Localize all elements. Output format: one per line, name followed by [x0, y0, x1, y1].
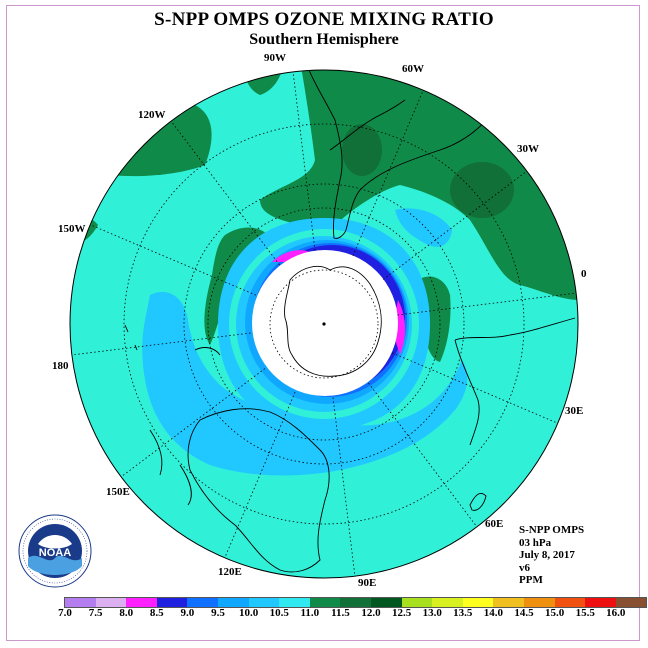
field-10-band [142, 291, 468, 476]
field-dark-green-1 [450, 162, 514, 218]
colorbar-tick-label: 14.0 [483, 607, 504, 619]
noaa-logo-icon: NOAA [18, 514, 92, 588]
colorbar-segment [95, 598, 127, 607]
coast-africa [454, 317, 576, 341]
colorbar-segment [156, 598, 188, 607]
colorbar-tick-label: 11.5 [331, 607, 350, 619]
colorbar [64, 597, 648, 608]
colorbar-segment [65, 598, 96, 607]
lon-label-30w: 30W [517, 143, 539, 155]
colorbar-tick-label: 10.0 [238, 607, 259, 619]
colorbar-tick-label: 13.5 [453, 607, 473, 619]
coast-new-zealand [149, 429, 192, 506]
field-green-nw [110, 105, 212, 177]
colorbar-tick-label: 8.0 [119, 607, 134, 619]
colorbar-segment [126, 598, 157, 607]
colorbar-segment [279, 598, 310, 607]
lon-label-120e: 120E [218, 566, 242, 578]
colorbar-segment [401, 598, 433, 607]
lat-circle-60 [183, 183, 465, 465]
colorbar-tick-label: 11.0 [300, 607, 320, 619]
field-8-0 [272, 250, 406, 355]
colorbar-tick-label: 10.5 [269, 607, 289, 619]
colorbar-segment [309, 598, 341, 607]
map-subtitle: Southern Hemisphere [249, 31, 399, 48]
colorbar-segment [217, 598, 249, 607]
colorbar-tick-label: 14.5 [514, 607, 534, 619]
coast-antarctica [284, 266, 382, 377]
colorbar-tick-label: 9.0 [180, 607, 195, 619]
coast-madagascar [469, 493, 487, 511]
info-level: 03 hPa [519, 536, 552, 549]
colorbar-segment [187, 598, 218, 607]
info-date: July 8, 2017 [519, 549, 575, 562]
logo-text: NOAA [39, 547, 71, 559]
lon-label-60e: 60E [485, 518, 504, 530]
colorbar-segment [432, 598, 463, 607]
lon-label-0: 0 [581, 268, 587, 280]
lat-circle-70 [207, 207, 441, 441]
info-version: v6 [519, 561, 530, 574]
lon-label-150e: 150E [106, 486, 130, 498]
colorbar-segment [340, 598, 371, 607]
field-dark-green-2 [342, 124, 382, 176]
info-units: PPM [519, 574, 543, 587]
coast-australia [187, 408, 330, 573]
lat-circle-40 [123, 123, 525, 525]
colorbar-tick-label: 12.0 [361, 607, 381, 619]
colorbar-segment [615, 598, 647, 607]
graticule [71, 71, 577, 577]
colorbar-segment [554, 598, 586, 607]
figure-frame [6, 5, 640, 641]
lat-circle-80 [269, 269, 379, 379]
coastlines [124, 70, 576, 573]
colorbar-segment [462, 598, 494, 607]
map-border [69, 69, 579, 579]
colorbar-tick-label: 13.0 [422, 607, 442, 619]
lon-label-180: 180 [52, 360, 69, 372]
lon-label-60w: 60W [402, 63, 424, 75]
colorbar-ticks: 7.0 7.5 8.0 8.5 9.0 9.5 10.0 10.5 11.0 11.5 12.0 12… [50, 607, 625, 621]
coast-south-america [304, 70, 506, 239]
field-10-patch [395, 208, 452, 247]
colorbar-tick-label: 9.5 [211, 607, 225, 619]
colorbar-tick-label: 15.0 [544, 607, 565, 619]
colorbar-tick-label: 8.5 [149, 607, 164, 619]
colorbar-tick-label: 7.5 [88, 607, 103, 619]
map-title: S-NPP OMPS OZONE MIXING RATIO [154, 9, 494, 30]
colorbar-segment [370, 598, 402, 607]
colorbar-segment [585, 598, 616, 607]
coast-south-america-2 [329, 99, 406, 151]
colorbar-tick-label: 16.0 [606, 607, 626, 619]
lon-label-120w: 120W [138, 109, 166, 121]
lon-label-90w: 90W [264, 52, 286, 64]
info-instrument: S-NPP OMPS [519, 524, 585, 536]
colorbar-tick-label: 12.5 [391, 607, 412, 619]
lon-label-30e: 30E [565, 405, 584, 417]
colorbar-segment [523, 598, 555, 607]
south-pole-marker [322, 322, 326, 326]
info-block: S-NPP OMPS 03 hPa July 8, 2017 v6 PPM [519, 524, 584, 587]
colorbar-tick-label: 15.5 [575, 607, 595, 619]
colorbar-segment [248, 598, 280, 607]
colorbar-tick-label: 7.0 [58, 607, 72, 619]
lon-label-150w: 150W [58, 223, 86, 235]
lon-label-90e: 90E [358, 577, 377, 589]
colorbar-segment [493, 598, 524, 607]
coast-islands [124, 324, 221, 356]
